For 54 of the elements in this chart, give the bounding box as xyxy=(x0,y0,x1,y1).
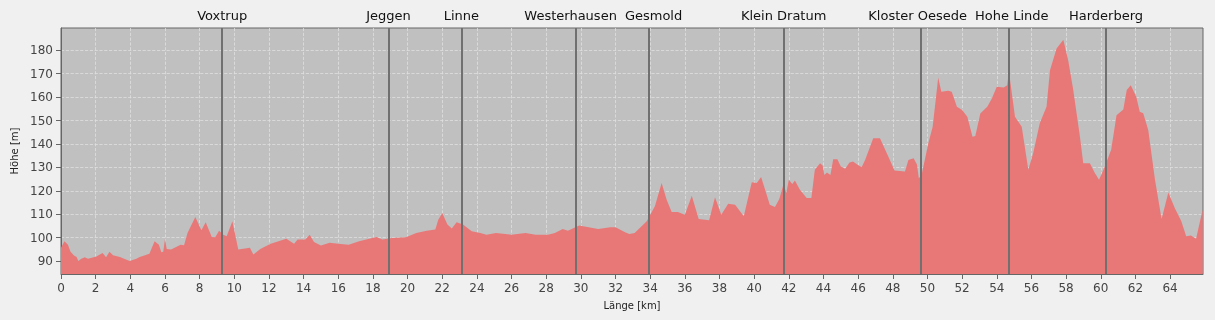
x-tick-label: 46 xyxy=(850,281,866,295)
x-tick-label: 44 xyxy=(815,281,832,295)
x-tick-label: 50 xyxy=(919,281,936,295)
y-axis-title: Höhe [m] xyxy=(8,127,20,175)
x-tick-label: 12 xyxy=(261,281,277,295)
ref-line-label: Hohe Linde xyxy=(975,8,1049,23)
x-tick-label: 60 xyxy=(1093,281,1109,295)
ref-line-label: Linne xyxy=(443,8,479,23)
x-tick-label: 0 xyxy=(57,281,65,295)
x-tick-label: 48 xyxy=(885,281,901,295)
ref-line-label: Jeggen xyxy=(365,8,411,23)
x-tick-label: 58 xyxy=(1058,281,1074,295)
x-tick-label: 16 xyxy=(330,281,346,295)
ref-line-label: Klein Dratum xyxy=(740,8,827,23)
x-tick-label: 14 xyxy=(295,281,312,295)
x-tick-label: 2 xyxy=(91,281,100,295)
x-tick-label: 20 xyxy=(399,281,416,295)
x-tick-label: 18 xyxy=(365,281,381,295)
x-tick-label: 34 xyxy=(642,281,658,295)
ref-line-label: Gesmold xyxy=(624,8,683,23)
y-tick-label: 160 xyxy=(30,90,53,105)
x-tick-label: 56 xyxy=(1023,281,1040,295)
x-tick-label: 52 xyxy=(954,281,970,295)
x-tick-label: 8 xyxy=(195,281,204,295)
y-tick-label: 140 xyxy=(30,136,53,151)
y-tick-label: 120 xyxy=(30,183,53,198)
x-tick-label: 42 xyxy=(781,281,797,295)
y-tick-label: 170 xyxy=(30,66,53,81)
x-tick-label: 24 xyxy=(469,281,485,295)
x-axis-title: Länge [km] xyxy=(603,299,661,311)
x-tick-label: 4 xyxy=(126,281,135,295)
x-tick-label: 62 xyxy=(1127,281,1144,295)
ref-line-label: Harderberg xyxy=(1068,8,1143,23)
x-tick-label: 36 xyxy=(677,281,693,295)
x-tick-label: 38 xyxy=(711,281,728,295)
y-tick-label: 130 xyxy=(30,160,53,175)
x-tick-label: 64 xyxy=(1162,281,1178,295)
y-tick-label: 150 xyxy=(30,113,53,128)
y-tick-label: 90 xyxy=(37,254,53,269)
y-tick-label: 100 xyxy=(30,230,53,245)
ref-line-label: Westerhausen xyxy=(524,8,617,23)
x-tick-label: 32 xyxy=(607,281,624,295)
x-tick-label: 6 xyxy=(161,281,169,295)
ref-line-label: Voxtrup xyxy=(197,8,248,23)
ref-line-label: Kloster Oesede xyxy=(868,8,968,23)
x-tick-label: 54 xyxy=(989,281,1005,295)
x-tick-label: 28 xyxy=(538,281,554,295)
x-tick-label: 40 xyxy=(746,281,762,295)
x-tick-label: 26 xyxy=(503,281,520,295)
x-tick-label: 30 xyxy=(573,281,589,295)
x-tick-label: 22 xyxy=(434,281,450,295)
y-tick-label: 180 xyxy=(30,43,53,58)
x-tick-label: 10 xyxy=(226,281,242,295)
y-tick-label: 110 xyxy=(30,207,53,222)
